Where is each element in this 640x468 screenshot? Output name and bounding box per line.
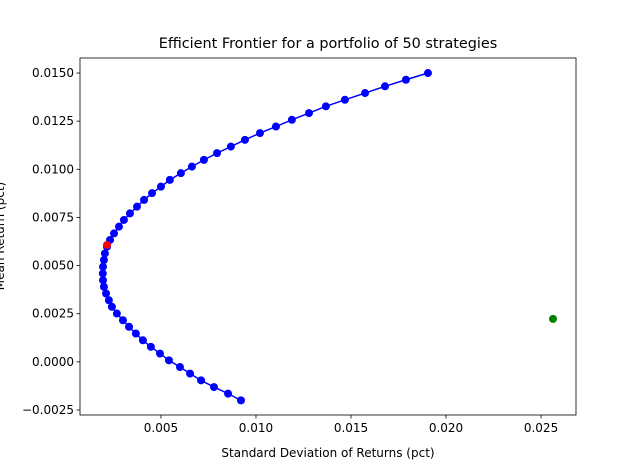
chart-title: Efficient Frontier for a portfolio of 50…	[159, 36, 498, 52]
point	[164, 356, 173, 365]
point	[304, 109, 313, 118]
point	[381, 82, 390, 91]
x-axis-label: Standard Deviation of Returns (pct)	[221, 446, 434, 460]
point	[156, 182, 165, 191]
point	[133, 202, 142, 211]
point	[98, 262, 107, 271]
point	[125, 322, 134, 331]
point	[236, 396, 245, 405]
y-tick-label: −0.0025	[22, 403, 74, 417]
point	[240, 135, 249, 144]
point	[401, 75, 410, 84]
y-tick-label: 0.0000	[32, 355, 74, 369]
point	[98, 276, 107, 285]
y-tick-label: 0.0100	[32, 162, 74, 176]
point	[114, 222, 123, 231]
point	[224, 389, 233, 398]
point	[186, 369, 195, 378]
point	[112, 309, 121, 318]
point	[226, 142, 235, 151]
point	[156, 349, 165, 358]
point	[287, 115, 296, 124]
x-tick-label: 0.010	[239, 421, 273, 435]
point	[98, 269, 107, 278]
y-axis-label: Mean Return (pct)	[0, 182, 7, 290]
point	[187, 162, 196, 171]
point	[361, 89, 370, 98]
point	[321, 102, 330, 111]
point	[100, 249, 109, 258]
x-tick-label: 0.015	[334, 421, 368, 435]
y-tick-label: 0.0125	[32, 114, 74, 128]
x-tick-label: 0.025	[524, 421, 558, 435]
point	[271, 122, 280, 131]
point	[119, 215, 128, 224]
point	[118, 316, 127, 325]
point	[146, 342, 155, 351]
point	[197, 376, 206, 385]
point	[209, 383, 218, 392]
point	[102, 289, 111, 298]
plot-frame	[79, 57, 577, 416]
point	[423, 69, 432, 78]
x-tick-label: 0.005	[144, 421, 178, 435]
y-tick-label: 0.0025	[32, 307, 74, 321]
point	[176, 169, 185, 178]
point	[165, 175, 174, 184]
x-tick-label: 0.020	[429, 421, 463, 435]
point	[140, 195, 149, 204]
point	[99, 255, 108, 264]
y-tick-label: 0.0050	[32, 259, 74, 273]
point	[340, 95, 349, 104]
point	[107, 302, 116, 311]
point	[99, 282, 108, 291]
y-tick-label: 0.0150	[32, 66, 74, 80]
point	[138, 336, 147, 345]
point	[104, 296, 113, 305]
point	[255, 129, 264, 138]
point	[125, 209, 134, 218]
point	[148, 189, 157, 198]
point	[213, 149, 222, 158]
y-tick-label: 0.0075	[32, 210, 74, 224]
point	[110, 229, 119, 238]
point	[131, 329, 140, 338]
point	[175, 363, 184, 372]
point	[549, 314, 558, 323]
point	[199, 155, 208, 164]
point	[102, 240, 111, 249]
